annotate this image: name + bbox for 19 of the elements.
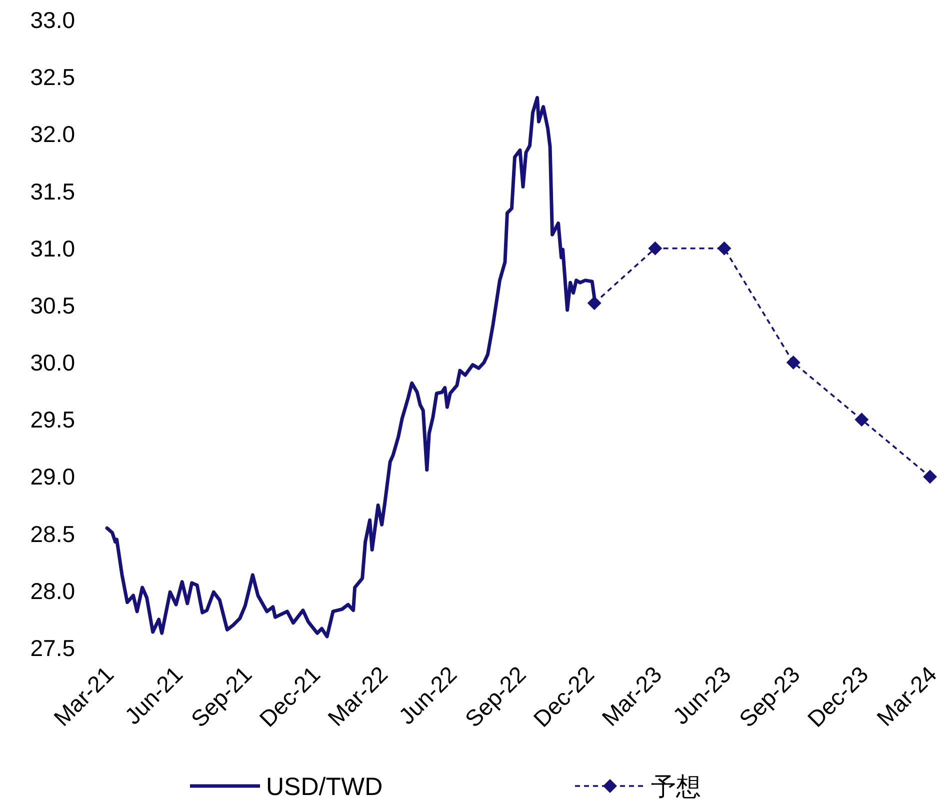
y-tick-label: 29.0: [30, 464, 75, 490]
y-tick-label: 29.5: [30, 406, 75, 433]
point: [923, 470, 937, 484]
y-tick-label: 28.5: [30, 520, 75, 547]
y-tick-label: 32.0: [30, 121, 75, 148]
y-tick-label: 27.5: [30, 635, 75, 661]
point: [854, 412, 869, 427]
y-tick-label: 31.0: [30, 235, 75, 262]
y-tick-label: 32.5: [30, 64, 75, 90]
y-tick-label: 28.0: [30, 578, 75, 604]
y-tick-label: 30.5: [30, 292, 75, 318]
legend-label: 予想: [651, 773, 701, 801]
point: [717, 241, 732, 256]
point: [648, 241, 662, 256]
y-tick-label: 30.0: [30, 350, 75, 376]
point: [786, 356, 800, 370]
y-tick-label: 33.0: [30, 7, 75, 33]
legend-label: USD/TWD: [266, 773, 383, 801]
y-tick-label: 31.5: [30, 178, 75, 204]
